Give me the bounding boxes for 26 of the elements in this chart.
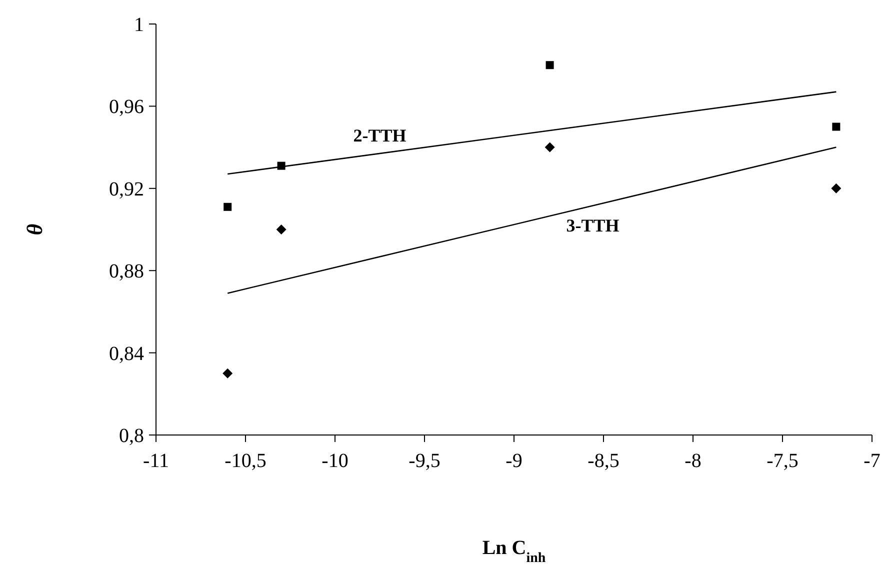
y-tick-label: 1 (134, 14, 144, 36)
y-tick-label: 0,92 (109, 178, 144, 200)
y-tick-label: 0,88 (109, 260, 144, 283)
x-tick-label: -10,5 (224, 450, 266, 472)
y-tick-label: 0,84 (109, 342, 144, 365)
x-axis-title: Ln C$_{inh}$ (482, 537, 546, 566)
point (831, 183, 842, 194)
x-tick-label: -11 (143, 450, 169, 472)
point (276, 224, 286, 234)
y-tick-label: 0,8 (119, 425, 144, 447)
x-tick-label: -8 (684, 450, 702, 472)
x-tick-label: -9,5 (408, 450, 440, 472)
x-tick-label: -7,5 (766, 450, 798, 472)
x-tick-label: -10 (322, 450, 348, 472)
point (222, 368, 233, 378)
x-tick-label: -7 (864, 450, 880, 472)
y-axis-title: θ (22, 223, 47, 236)
point (546, 61, 554, 70)
point (832, 122, 840, 131)
series-label: 3-TTH (566, 216, 620, 236)
y-tick-label: 0,96 (109, 96, 144, 118)
x-tick-label: -9 (506, 450, 522, 472)
x-tick-label: -8,5 (588, 450, 620, 472)
point (544, 142, 555, 152)
series-label: 2-TTH (353, 125, 406, 146)
point (224, 202, 232, 211)
